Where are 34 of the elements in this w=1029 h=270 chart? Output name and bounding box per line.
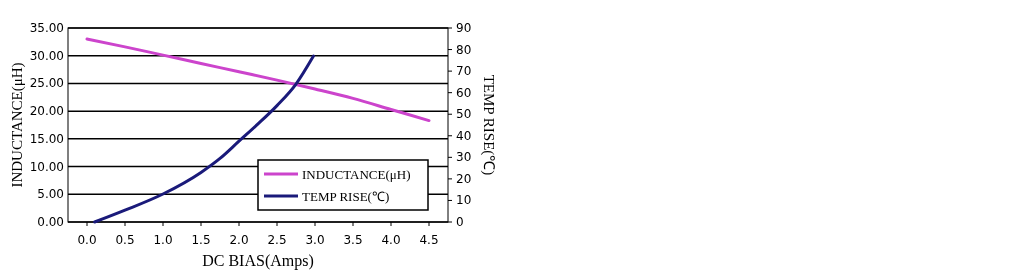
y-tick-label: 10.00 bbox=[29, 159, 64, 174]
x-tick-label: 2.0 bbox=[229, 233, 249, 247]
x-tick-label: 0.0 bbox=[77, 233, 97, 247]
legend-label: INDUCTANCE(μH) bbox=[302, 167, 411, 182]
y2-tick-label: 90 bbox=[456, 21, 472, 35]
x-tick-label: 0.5 bbox=[115, 233, 135, 247]
y2-tick-label: 50 bbox=[456, 107, 472, 122]
legend-label: TEMP RISE(℃) bbox=[302, 189, 390, 204]
y-tick-label: 20.00 bbox=[29, 104, 64, 119]
x-tick-label: 1.5 bbox=[191, 233, 211, 247]
y-tick-label: 5.00 bbox=[37, 187, 64, 202]
y2-axis-title: TEMP RISE(℃) bbox=[480, 74, 497, 176]
y-tick-label: 15.00 bbox=[29, 131, 64, 146]
y2-tick-label: 40 bbox=[456, 128, 472, 143]
x-tick-label: 2.5 bbox=[267, 233, 287, 247]
x-tick-label: 1.0 bbox=[153, 233, 173, 247]
y2-tick-label: 20 bbox=[456, 171, 472, 186]
y2-tick-label: 70 bbox=[456, 64, 472, 79]
y2-tick-label: 30 bbox=[456, 150, 472, 165]
y2-tick-label: 60 bbox=[456, 85, 472, 100]
y-tick-label: 35.00 bbox=[29, 21, 64, 35]
line-series bbox=[85, 37, 431, 123]
y-tick-label: 25.00 bbox=[29, 76, 64, 91]
x-tick-label: 4.5 bbox=[419, 233, 439, 247]
x-axis-title: DC BIAS(Amps) bbox=[202, 252, 314, 270]
y2-tick-label: 10 bbox=[456, 193, 472, 208]
x-tick-label: 3.0 bbox=[305, 233, 325, 247]
x-tick-label: 3.5 bbox=[343, 233, 363, 247]
y2-tick-label: 80 bbox=[456, 42, 472, 57]
x-tick-label: 4.0 bbox=[381, 233, 401, 247]
y-tick-label: 30.00 bbox=[29, 48, 64, 63]
y-axis-title: INDUCTANCE(μH) bbox=[9, 62, 26, 188]
y-tick-label: 0.00 bbox=[37, 215, 64, 229]
y2-tick-label: 0 bbox=[456, 215, 464, 229]
